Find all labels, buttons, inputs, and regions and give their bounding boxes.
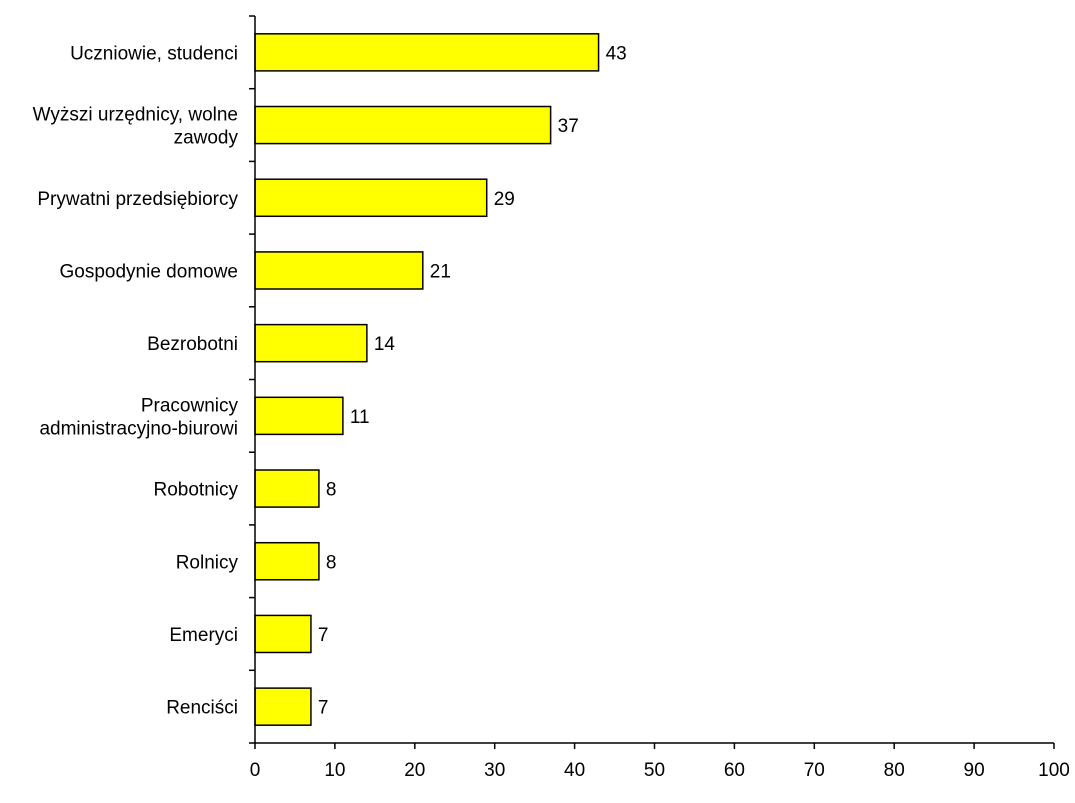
category-label-line: Rolnicy [176, 552, 239, 573]
category-label-line: Gospodynie domowe [60, 261, 239, 282]
category-label-line: Renciści [166, 698, 238, 719]
category-label-line: Robotnicy [154, 480, 239, 501]
category-label-line: Uczniowie, studenci [70, 43, 238, 64]
x-tick-label: 50 [644, 760, 665, 781]
bar-value-label: 7 [318, 625, 329, 646]
x-tick-label: 80 [884, 760, 905, 781]
x-tick-label: 70 [804, 760, 825, 781]
x-tick-label: 20 [404, 760, 425, 781]
bar [254, 323, 368, 363]
category-label-line: Prywatni przedsiębiorcy [37, 189, 238, 210]
labels-group: 43 Uczniowie, studenci 37 Wyższi urzędnicy,… [33, 43, 1070, 781]
bar [254, 178, 488, 218]
bar-value-label: 29 [494, 189, 515, 210]
x-tick-label: 100 [1038, 760, 1070, 781]
category-label: Uczniowie, studenci [70, 43, 238, 64]
category-label: Emeryci [169, 625, 238, 646]
bar-value-label: 43 [606, 43, 627, 64]
category-label-line: Bezrobotni [147, 334, 238, 355]
category-label: Prywatni przedsiębiorcy [37, 189, 238, 210]
category-label-line: Pracownicy [141, 395, 239, 416]
category-label-line: administracyjno-biurowi [39, 418, 238, 439]
x-tick-label: 30 [484, 760, 505, 781]
x-tick-label: 90 [964, 760, 985, 781]
x-tick-label: 60 [724, 760, 745, 781]
bar [254, 33, 600, 72]
x-tick-label: 40 [564, 760, 585, 781]
bar-value-label: 14 [374, 334, 396, 355]
category-label: Bezrobotni [147, 334, 238, 355]
category-label-line: Emeryci [169, 625, 238, 646]
bar [254, 541, 320, 581]
category-label: Pracownicy administracyjno-biurowi [39, 395, 238, 439]
category-label: Gospodynie domowe [60, 261, 239, 282]
x-tick-label: 0 [250, 760, 261, 781]
axes-group [249, 15, 1055, 749]
bar-value-label: 21 [430, 261, 451, 282]
bar-value-label: 8 [326, 552, 337, 573]
bars-group [254, 33, 600, 726]
bar [254, 687, 312, 726]
category-label: Rolnicy [176, 552, 239, 573]
category-label: Wyższi urzędnicy, wolne zawody [33, 105, 239, 149]
bar [254, 396, 344, 436]
bar [254, 251, 424, 290]
bar-value-label: 7 [318, 698, 329, 719]
category-label-line: Wyższi urzędnicy, wolne [33, 105, 238, 126]
bar-value-label: 11 [350, 407, 370, 428]
x-tick-label: 10 [324, 760, 345, 781]
bar-value-label: 37 [558, 116, 579, 137]
category-label: Robotnicy [154, 480, 239, 501]
category-label: Renciści [166, 698, 238, 719]
bar [254, 469, 320, 508]
category-label-line: zawody [174, 128, 239, 149]
bar [254, 105, 552, 145]
bar [254, 614, 312, 654]
bar-value-label: 8 [326, 480, 337, 501]
